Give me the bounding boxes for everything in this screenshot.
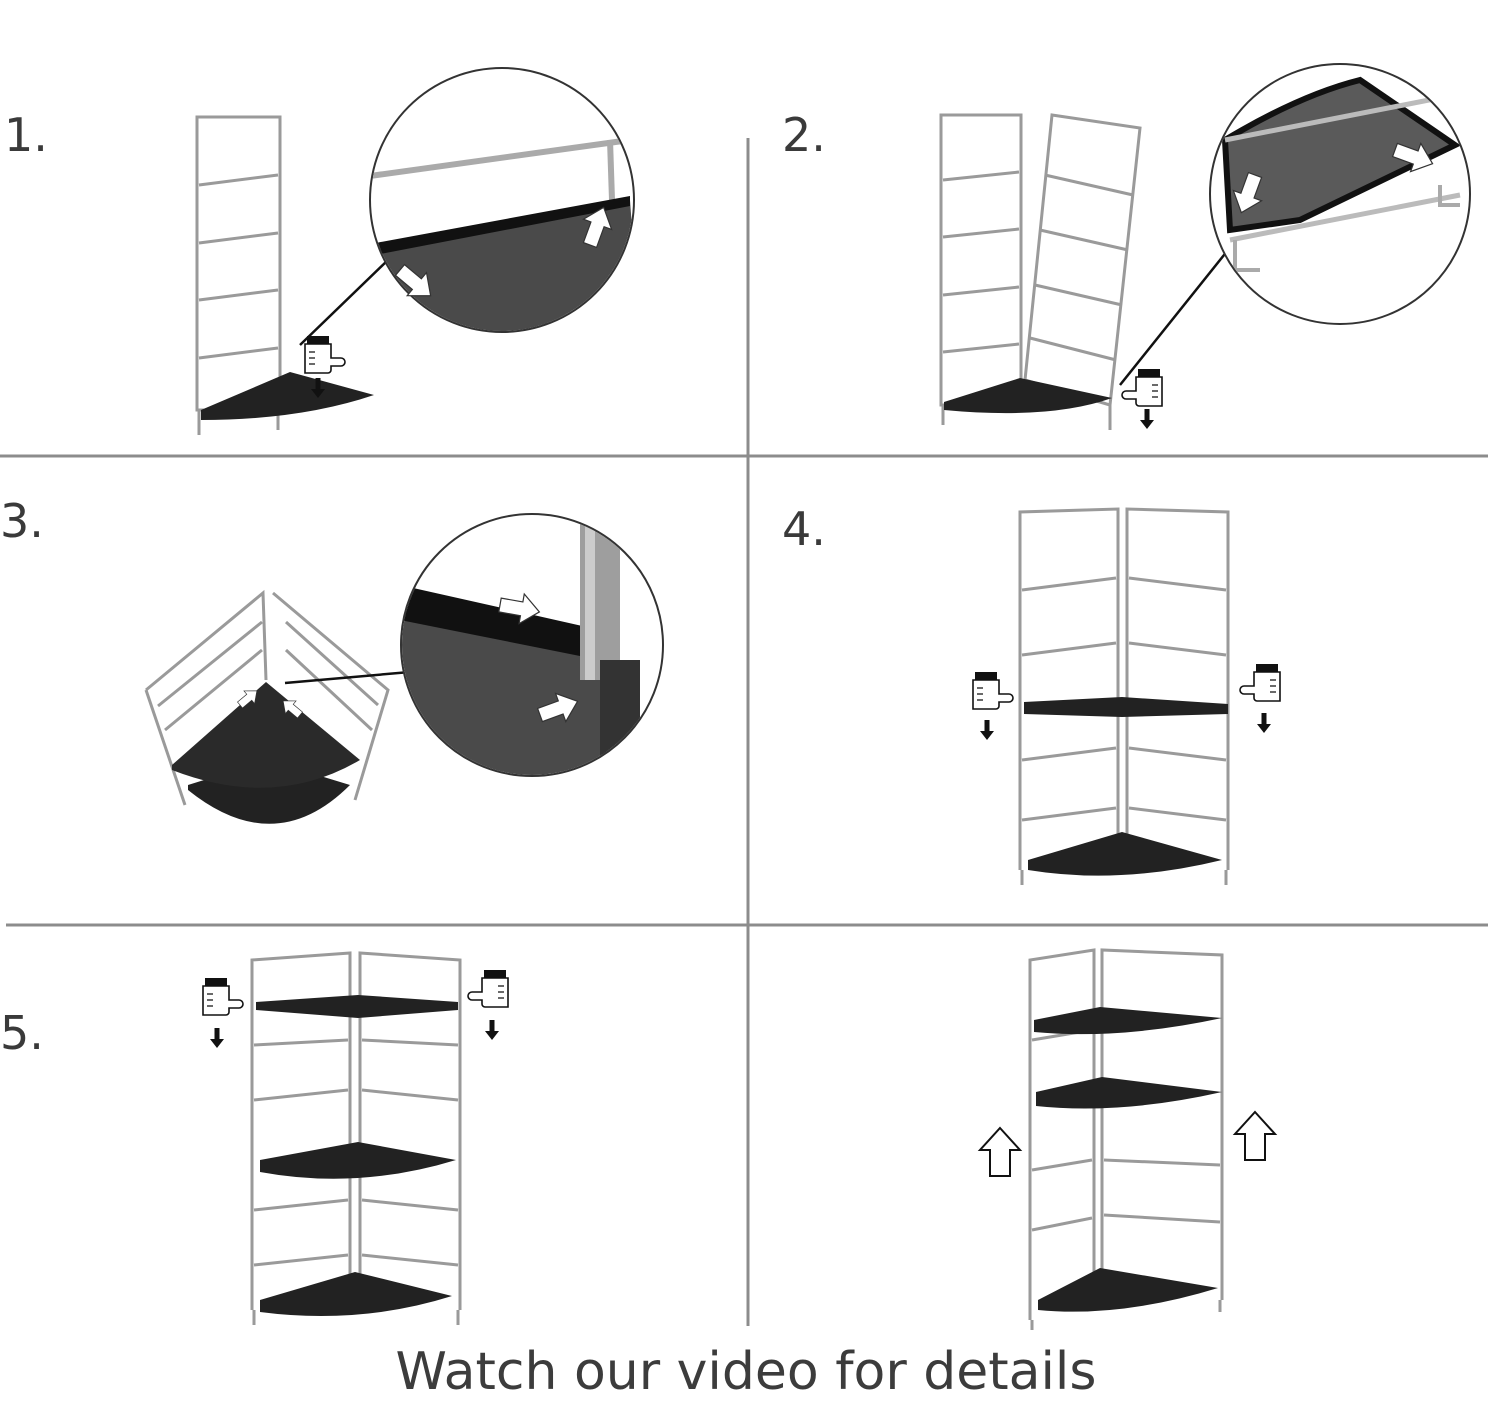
magnifier-circle-icon: [400, 513, 664, 777]
step-2-illustration: [939, 63, 1471, 430]
up-arrow-icon: [1234, 1111, 1276, 1161]
middle-shelf: [260, 1142, 456, 1179]
video-cta-text: Watch our video for details: [395, 1342, 1097, 1402]
bottom-shelf: [1028, 832, 1222, 876]
step-5-label: 5.: [0, 1006, 44, 1060]
middle-shelf: [1024, 697, 1228, 717]
step-2-label: 2.: [782, 108, 826, 162]
grid-dividers: [0, 138, 1488, 1326]
top-shelf: [256, 995, 458, 1018]
bottom-shelf: [1038, 1268, 1218, 1312]
magnifier-circle-icon: [1209, 63, 1471, 325]
magnifier-circle-icon: [369, 67, 635, 333]
top-shelf: [1034, 1007, 1222, 1035]
step-4-illustration: [972, 507, 1281, 885]
shelf: [944, 378, 1112, 414]
up-arrow-icon: [979, 1127, 1021, 1177]
upper-shelf: [172, 682, 360, 788]
step-3-label: 3.: [0, 494, 44, 548]
step-1-illustration: [195, 67, 635, 435]
step-4-label: 4.: [782, 502, 826, 556]
middle-shelf: [1036, 1077, 1222, 1109]
step-1-label: 1.: [4, 108, 48, 162]
step-3-illustration: [144, 513, 664, 824]
step-5-illustration: [202, 951, 509, 1325]
step-6-illustration: [979, 948, 1276, 1330]
shelf: [201, 372, 374, 420]
bottom-shelf: [260, 1272, 452, 1317]
